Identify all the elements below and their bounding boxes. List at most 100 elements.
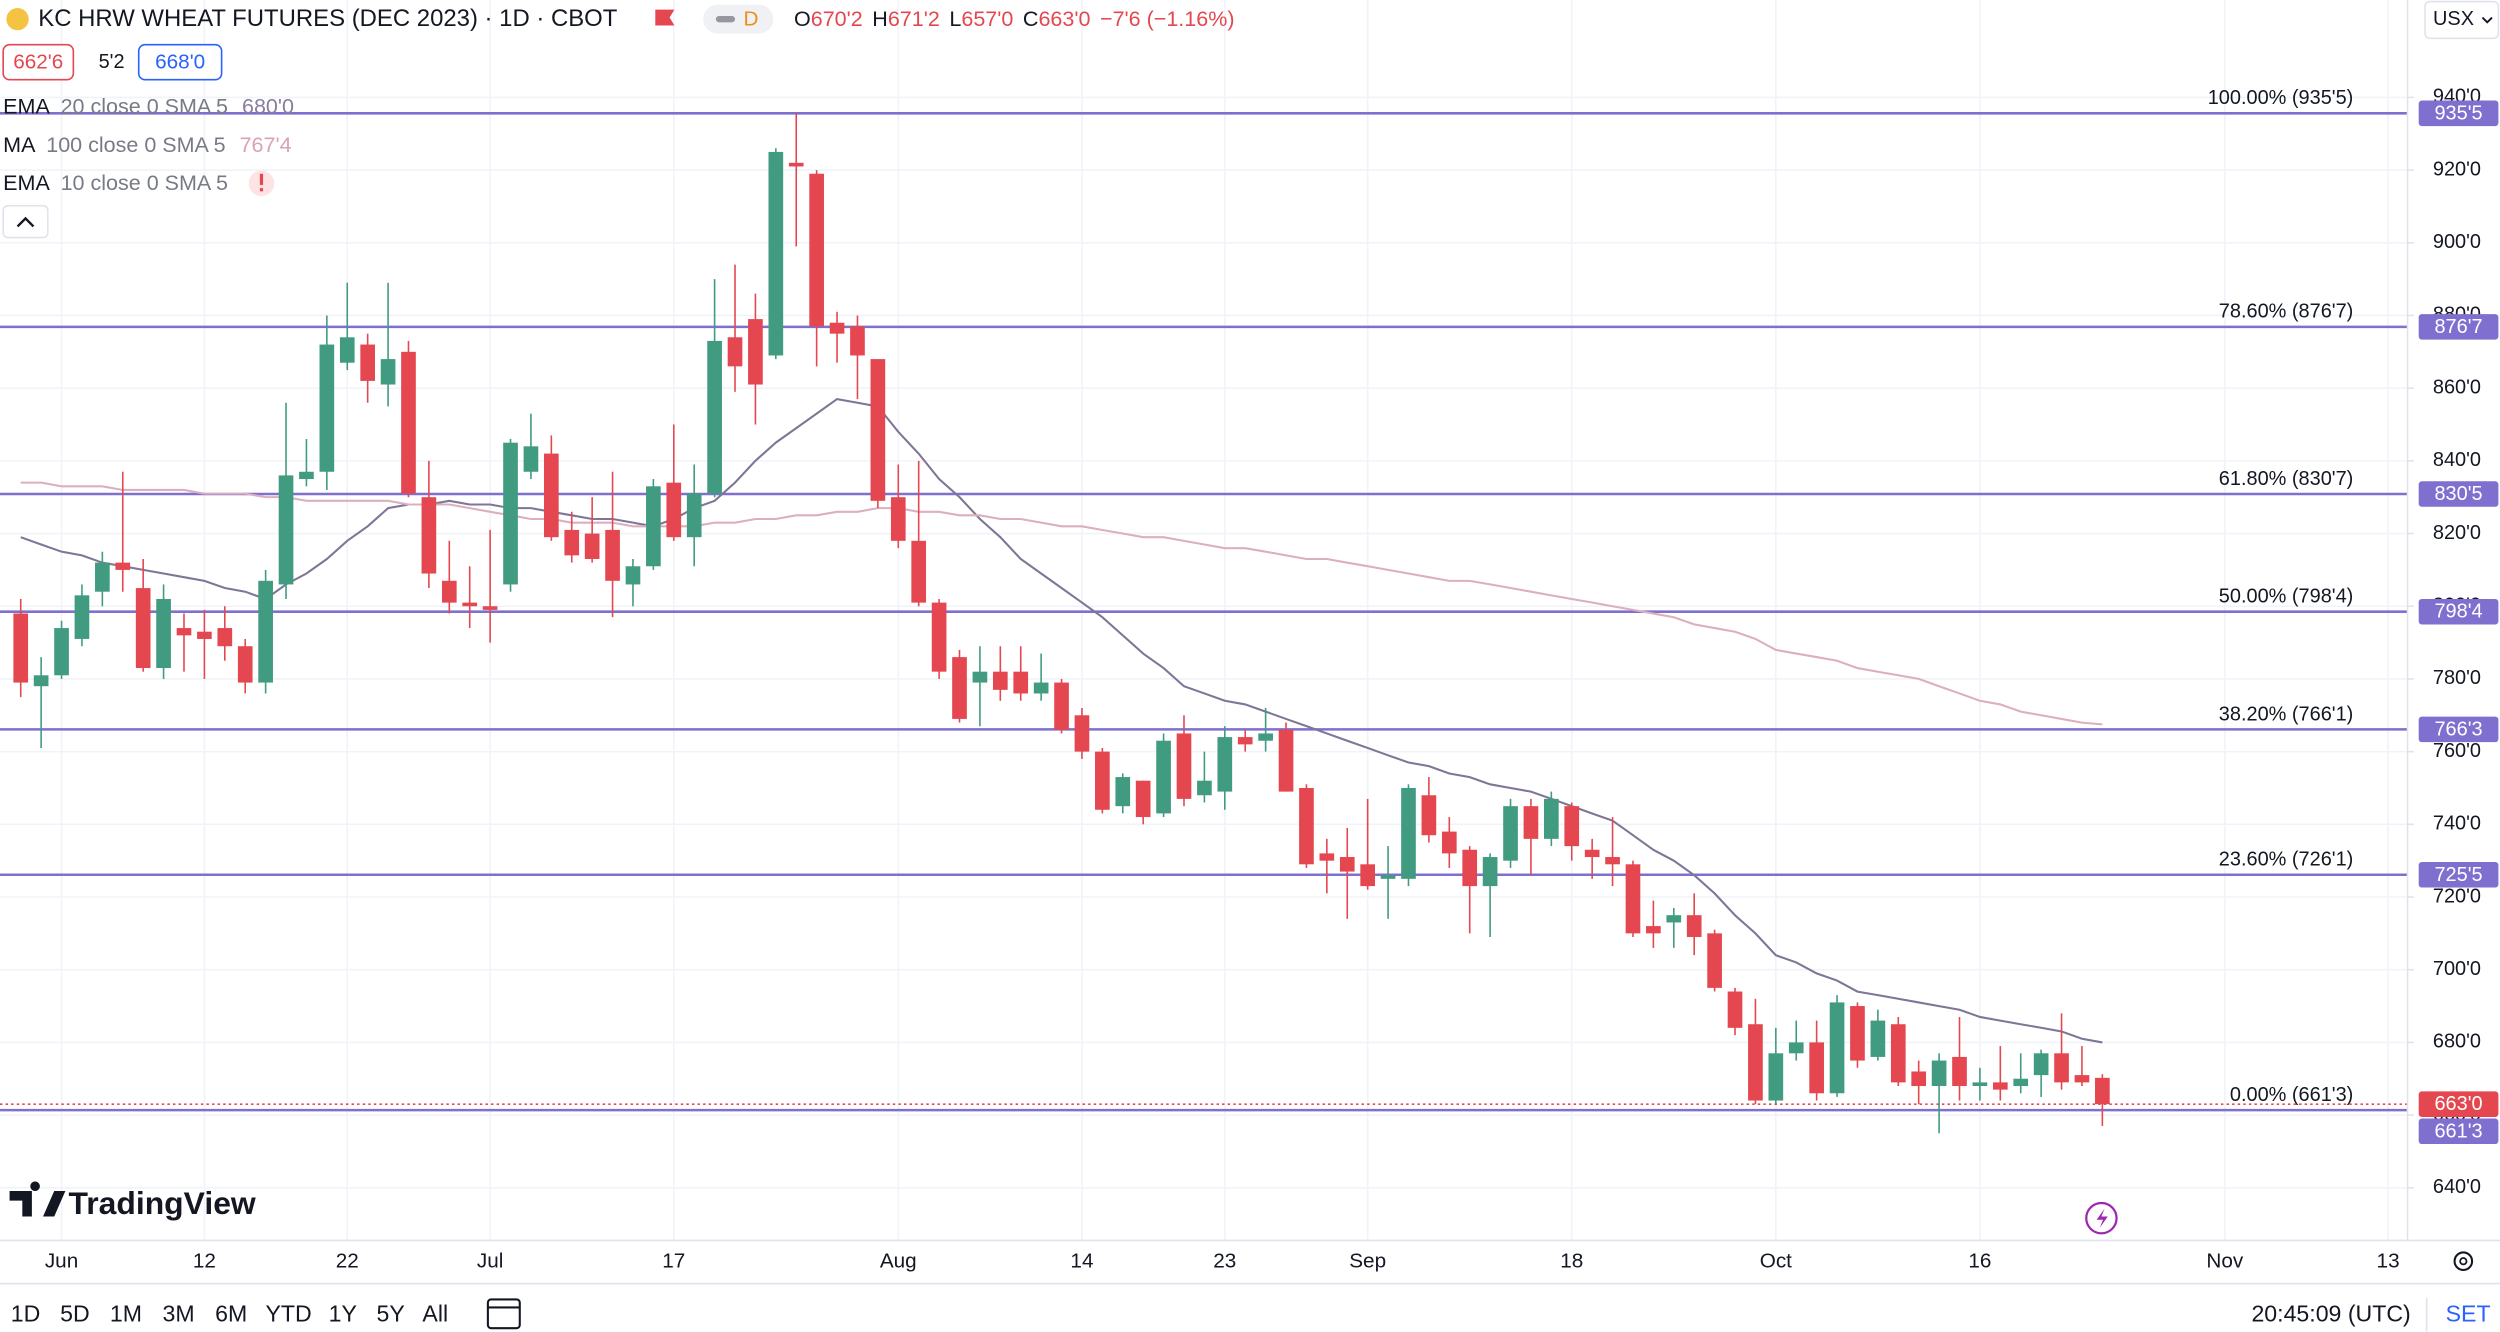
candle-body: [1033, 682, 1049, 694]
range-button[interactable]: All: [422, 1301, 448, 1327]
fib-tag-box: [2418, 314, 2499, 340]
candle-body: [135, 588, 151, 669]
range-button[interactable]: 1M: [110, 1301, 142, 1327]
candle-body: [13, 613, 29, 683]
range-button[interactable]: 1D: [11, 1301, 41, 1327]
warning-dot: [259, 188, 264, 192]
candle-body: [1768, 1053, 1784, 1101]
indicator-legend: EMA 10 close 0 SMA 5: [3, 171, 228, 195]
candle-body: [2095, 1077, 2110, 1105]
price-tag-box: [2418, 1091, 2499, 1117]
candle-body: [1462, 849, 1478, 887]
candle-body: [1972, 1082, 1988, 1087]
badge-pill: [703, 4, 774, 34]
y-tick-label: 900'0: [2433, 231, 2481, 253]
fib-label: 23.60% (726'1): [2219, 849, 2353, 871]
clock: 20:45:09 (UTC): [2251, 1301, 2410, 1327]
range-button[interactable]: 5D: [60, 1301, 90, 1327]
fib-tag-box: [2418, 716, 2499, 743]
candle-body: [441, 580, 457, 603]
x-tick-label: Sep: [1349, 1249, 1386, 1272]
fib-tag: 935'5: [2434, 102, 2482, 124]
candle-body: [1278, 729, 1294, 792]
candle-body: [1686, 915, 1702, 937]
indicator-name: EMA: [3, 94, 50, 118]
candle-body: [258, 580, 273, 683]
fib-label: 78.60% (876'7): [2219, 301, 2353, 323]
settings-icon[interactable]: [2453, 1251, 2474, 1272]
fib-tag-box: [2418, 1118, 2499, 1145]
candle-body: [1176, 733, 1192, 799]
warning-mark: [259, 173, 264, 185]
candle-body: [54, 628, 69, 676]
currency-chevron: [2481, 16, 2493, 24]
range-button[interactable]: 1Y: [329, 1301, 357, 1327]
candle-body: [1115, 777, 1131, 807]
x-tick-label: Aug: [880, 1249, 917, 1272]
candle-body: [666, 482, 682, 538]
indicator-params: 10 close 0 SMA 5: [61, 171, 228, 195]
indicator-value: 767'4: [240, 133, 292, 157]
sell-price: 662'6: [13, 50, 63, 73]
fib-tag-box: [2418, 100, 2499, 127]
ohlc-change: −7'6 (−1.16%): [1100, 7, 1234, 31]
candle-body: [646, 486, 661, 567]
candle-body: [1523, 806, 1539, 839]
candle-body: [197, 631, 212, 639]
currency: USX: [2433, 8, 2474, 30]
ohlc-value: 671'2: [888, 7, 940, 31]
x-tick-label: Jul: [477, 1249, 503, 1272]
x-tick-label: Jun: [45, 1249, 78, 1272]
y-tick-label: 840'0: [2433, 449, 2481, 471]
candle-body: [952, 657, 967, 719]
fib-label: 50.00% (798'4): [2219, 586, 2353, 608]
fib-label: 61.80% (830'7): [2219, 468, 2353, 490]
y-tick-label: 700'0: [2433, 958, 2481, 980]
candle-body: [176, 628, 192, 636]
candle-body: [156, 598, 171, 669]
indicator-params: 20 close 0 SMA 5: [61, 94, 228, 118]
spread: 5'2: [99, 51, 125, 73]
fib-label: 38.20% (766'1): [2219, 703, 2353, 725]
y-tick-label: 740'0: [2433, 813, 2481, 835]
candle-body: [503, 442, 518, 585]
buy-box[interactable]: [137, 43, 223, 81]
candle-body: [1564, 806, 1580, 847]
date-range-icon[interactable]: [486, 1298, 521, 1330]
candle-body: [1931, 1060, 1947, 1087]
candle-body: [1401, 787, 1416, 879]
badge-dash: [715, 15, 736, 23]
symbol-title: KC HRW WHEAT FUTURES (DEC 2023) · 1D · C…: [38, 5, 618, 32]
range-button[interactable]: 5Y: [376, 1301, 404, 1327]
range-button[interactable]: 3M: [163, 1301, 195, 1327]
candle-body: [1095, 751, 1110, 810]
candle-body: [1829, 1002, 1845, 1094]
candle-body: [768, 151, 784, 356]
y-tick-label: 780'0: [2433, 667, 2481, 689]
candle-body: [1013, 671, 1029, 694]
candle-body: [870, 359, 886, 501]
range-button[interactable]: YTD: [265, 1301, 311, 1327]
scale-setting[interactable]: SET: [2446, 1301, 2491, 1327]
currency-button[interactable]: [2424, 0, 2500, 40]
candle-body: [584, 533, 600, 559]
candle-body: [1441, 831, 1457, 854]
ohlc-value: 663'0: [1038, 7, 1090, 31]
ohlc-value: 670'2: [811, 7, 863, 31]
candle-body: [1319, 853, 1335, 861]
candle-body: [74, 595, 90, 639]
badge: D: [743, 7, 758, 30]
collapse-button[interactable]: [2, 204, 49, 239]
fib-tag-box: [2418, 598, 2499, 625]
candle-body: [972, 671, 988, 683]
buy-price: 668'0: [155, 50, 205, 73]
sell-box[interactable]: [2, 43, 75, 81]
y-tick-label: 720'0: [2433, 885, 2481, 907]
indicator-legend: MA 100 close 0 SMA 5 767'4: [3, 133, 291, 157]
candle-body: [1666, 915, 1682, 923]
range-button[interactable]: 6M: [215, 1301, 247, 1327]
price-tags: 663'0 935'5 876'7 830'5 798'4 766'3 725'5 661'3: [2418, 100, 2499, 1145]
candle-body: [1339, 857, 1355, 872]
candle-body: [748, 319, 763, 385]
candle-body: [2033, 1053, 2049, 1076]
